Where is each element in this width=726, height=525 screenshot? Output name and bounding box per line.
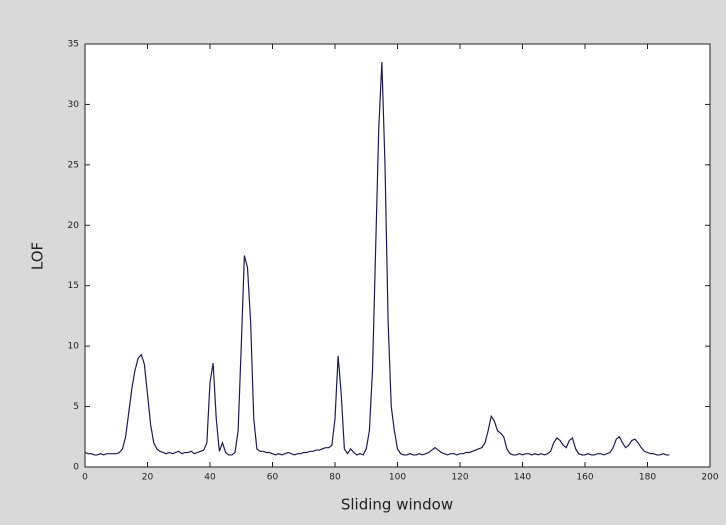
x-tick-label: 40 — [204, 473, 216, 483]
y-axis-label: LOF — [29, 242, 47, 270]
y-tick-label: 35 — [68, 40, 79, 50]
x-tick-label: 0 — [82, 473, 88, 483]
y-tick-label: 15 — [68, 281, 79, 291]
y-tick-label: 0 — [73, 463, 79, 473]
x-tick-label: 180 — [639, 473, 656, 483]
x-tick-label: 160 — [576, 473, 593, 483]
x-tick-label: 80 — [329, 473, 341, 483]
y-tick-label: 20 — [68, 221, 80, 231]
y-tick-label: 5 — [73, 402, 79, 412]
y-tick-label: 10 — [68, 342, 80, 352]
y-tick-label: 25 — [68, 160, 79, 170]
plot-area — [84, 43, 711, 468]
x-tick-label: 20 — [142, 473, 154, 483]
y-tick-label: 30 — [68, 100, 80, 110]
x-tick-label: 120 — [451, 473, 468, 483]
x-tick-label: 140 — [514, 473, 531, 483]
x-axis-label: Sliding window — [341, 496, 453, 514]
x-tick-label: 100 — [389, 473, 406, 483]
x-tick-label: 200 — [701, 473, 718, 483]
x-tick-label: 60 — [267, 473, 279, 483]
data-line — [84, 62, 670, 456]
